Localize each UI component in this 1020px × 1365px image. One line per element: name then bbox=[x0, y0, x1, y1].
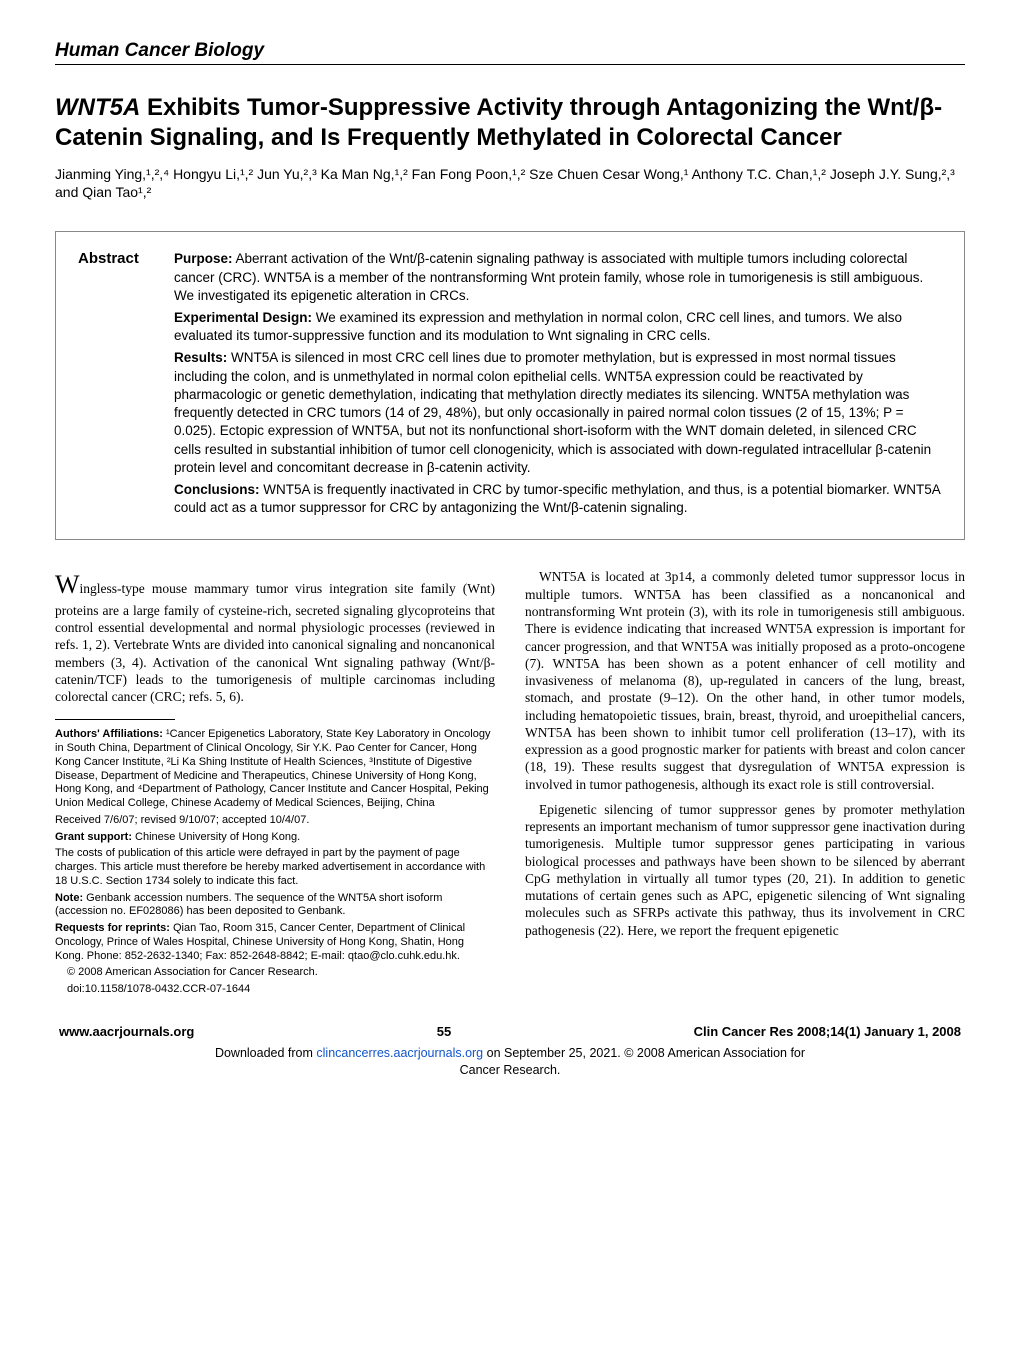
abstract-results: Results: WNT5A is silenced in most CRC c… bbox=[174, 349, 942, 477]
purpose-label: Purpose: bbox=[174, 251, 233, 266]
affiliations-text: ¹Cancer Epigenetics Laboratory, State Ke… bbox=[55, 728, 490, 809]
footer-page-number: 55 bbox=[437, 1024, 451, 1039]
abstract-text: Purpose: Aberrant activation of the Wnt/… bbox=[174, 250, 942, 521]
grant-text: Chinese University of Hong Kong. bbox=[132, 831, 300, 843]
page: Human Cancer Biology WNT5A Exhibits Tumo… bbox=[0, 0, 1020, 1099]
column-right: WNT5A is located at 3p14, a commonly del… bbox=[525, 568, 965, 999]
results-label: Results: bbox=[174, 350, 227, 365]
fn-grant: Grant support: Chinese University of Hon… bbox=[55, 831, 495, 845]
page-footer: www.aacrjournals.org 55 Clin Cancer Res … bbox=[55, 1024, 965, 1039]
download-link[interactable]: clincancerres.aacrjournals.org bbox=[316, 1046, 483, 1060]
purpose-text: Aberrant activation of the Wnt/β-catenin… bbox=[174, 251, 923, 302]
affiliations-label: Authors' Affiliations: bbox=[55, 728, 163, 740]
footnotes: Authors' Affiliations: ¹Cancer Epigeneti… bbox=[55, 728, 495, 997]
authors-line: Jianming Ying,¹,²,⁴ Hongyu Li,¹,² Jun Yu… bbox=[55, 165, 965, 201]
conclusions-text: WNT5A is frequently inactivated in CRC b… bbox=[174, 482, 940, 515]
fn-costs: The costs of publication of this article… bbox=[55, 847, 495, 888]
fn-doi: doi:10.1158/1078-0432.CCR-07-1644 bbox=[55, 983, 495, 997]
section-header: Human Cancer Biology bbox=[55, 40, 965, 62]
footer-left: www.aacrjournals.org bbox=[59, 1024, 194, 1039]
note-text: Genbank accession numbers. The sequence … bbox=[55, 892, 442, 918]
reprints-label: Requests for reprints: bbox=[55, 922, 170, 934]
grant-label: Grant support: bbox=[55, 831, 132, 843]
body-columns: Wingless-type mouse mammary tumor virus … bbox=[55, 568, 965, 999]
body-p2: WNT5A is located at 3p14, a commonly del… bbox=[525, 568, 965, 792]
note-label: Note: bbox=[55, 892, 83, 904]
abstract-design: Experimental Design: We examined its exp… bbox=[174, 309, 942, 345]
fn-reprints: Requests for reprints: Qian Tao, Room 31… bbox=[55, 922, 495, 963]
dropcap: W bbox=[55, 570, 80, 599]
design-label: Experimental Design: bbox=[174, 310, 312, 325]
abstract-box: Abstract Purpose: Aberrant activation of… bbox=[55, 231, 965, 540]
download-text3: Cancer Research. bbox=[460, 1063, 561, 1077]
footnote-divider bbox=[55, 719, 175, 720]
article-title: WNT5A Exhibits Tumor-Suppressive Activit… bbox=[55, 93, 965, 153]
download-note: Downloaded from clincancerres.aacrjourna… bbox=[55, 1045, 965, 1079]
download-text2: on September 25, 2021. © 2008 American A… bbox=[483, 1046, 805, 1060]
download-text1: Downloaded from bbox=[215, 1046, 316, 1060]
header-rule bbox=[55, 64, 965, 65]
column-left: Wingless-type mouse mammary tumor virus … bbox=[55, 568, 495, 999]
abstract-conclusions: Conclusions: WNT5A is frequently inactiv… bbox=[174, 481, 942, 517]
fn-received: Received 7/6/07; revised 9/10/07; accept… bbox=[55, 814, 495, 828]
results-text: WNT5A is silenced in most CRC cell lines… bbox=[174, 350, 931, 474]
body-p3: Epigenetic silencing of tumor suppressor… bbox=[525, 801, 965, 939]
fn-note: Note: Genbank accession numbers. The seq… bbox=[55, 892, 495, 920]
fn-copyright: © 2008 American Association for Cancer R… bbox=[55, 966, 495, 980]
footer-right: Clin Cancer Res 2008;14(1) January 1, 20… bbox=[694, 1024, 961, 1039]
fn-affiliations: Authors' Affiliations: ¹Cancer Epigeneti… bbox=[55, 728, 495, 811]
abstract-label: Abstract bbox=[78, 250, 156, 521]
abstract-purpose: Purpose: Aberrant activation of the Wnt/… bbox=[174, 250, 942, 305]
conclusions-label: Conclusions: bbox=[174, 482, 260, 497]
body-p1-text: ingless-type mouse mammary tumor virus i… bbox=[55, 581, 495, 704]
body-p1: Wingless-type mouse mammary tumor virus … bbox=[55, 568, 495, 705]
